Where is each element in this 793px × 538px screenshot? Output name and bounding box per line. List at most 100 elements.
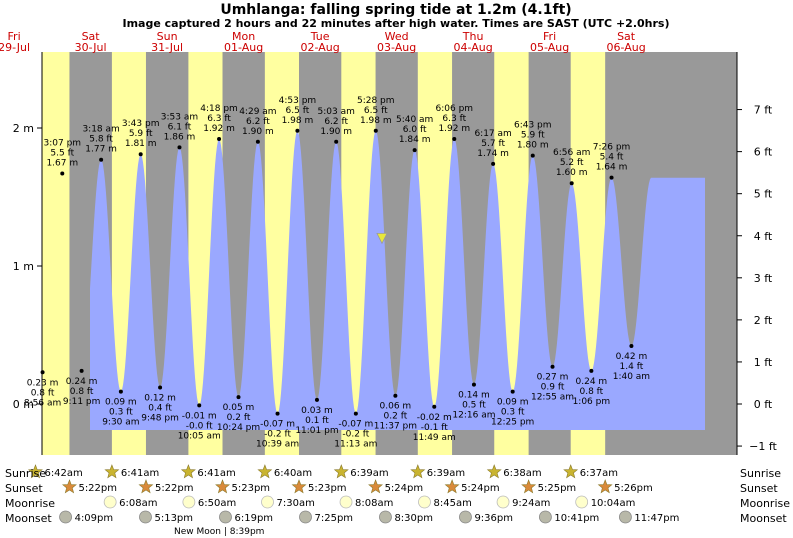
tide-time: 11:01 pm	[295, 426, 338, 436]
sunset-icon	[138, 479, 154, 494]
moonrise-time: 10:04am	[591, 498, 636, 509]
sunset-time: 5:22pm	[78, 483, 117, 494]
tide-height-m: 0.06 m	[380, 402, 412, 412]
tide-point	[197, 403, 202, 408]
tide-point	[79, 368, 84, 373]
day-name: Fri	[543, 30, 556, 43]
chart-title: Umhlanga: falling spring tide at 1.2m (4…	[220, 2, 571, 18]
new-moon-note: New Moon | 8:39pm	[174, 527, 264, 537]
y-tick-label-right: 6 ft	[754, 146, 773, 159]
moonrise-icon	[496, 495, 510, 509]
tide-height-ft: 6.3 ft	[207, 114, 231, 124]
tide-point	[373, 128, 378, 133]
moonrise-icon	[418, 495, 431, 509]
tide-height-m: 1.64 m	[596, 163, 628, 173]
tide-height-ft: 6.3 ft	[442, 114, 466, 124]
sunrise-label-left: Sunrise	[5, 467, 46, 480]
tide-height-ft: 0.1 ft	[305, 416, 329, 426]
tide-height-ft: 0.3 ft	[501, 408, 525, 418]
tide-height-m: 1.67 m	[46, 159, 78, 169]
tide-point	[569, 181, 574, 186]
tide-time: 6:17 am	[474, 129, 511, 139]
moonrise-time: 6:50am	[198, 498, 236, 509]
y-tick-label-left: 0 m	[13, 398, 34, 411]
tide-height-m: 0.12 m	[144, 393, 176, 403]
tide-point	[40, 370, 45, 375]
day-date: 01-Aug	[224, 41, 263, 54]
tide-height-m: 0.14 m	[458, 391, 490, 401]
tide-point	[275, 411, 280, 416]
tide-height-m: 1.77 m	[85, 145, 117, 155]
sunrise-icon	[333, 464, 349, 479]
tide-time: 1:06 pm	[573, 397, 611, 407]
tide-height-m: 0.09 m	[105, 398, 137, 408]
tide-height-ft: 5.9 ft	[521, 131, 545, 141]
moonset-icon	[139, 510, 152, 524]
tide-height-ft: 0.2 ft	[384, 412, 408, 422]
day-date: 31-Jul	[151, 41, 183, 54]
tide-height-m: 1.90 m	[320, 127, 352, 137]
axes: 0 m 1 m 2 m −1 ft 0 ft 1 ft 2 ft 3 ft 4 ft 5 ft 6 …	[13, 52, 778, 455]
sunrise-icon	[563, 464, 579, 479]
sunrise-time: 6:41am	[121, 468, 159, 479]
tide-height-m: 0.23 m	[27, 378, 59, 388]
sunset-time: 5:24pm	[461, 483, 500, 494]
tide-height-ft: 6.2 ft	[246, 117, 270, 127]
moonset-icon	[59, 510, 72, 524]
tide-height-m: 1.81 m	[125, 139, 157, 149]
y-tick-label-left: 2 m	[13, 122, 34, 135]
sunset-time: 5:25pm	[538, 483, 577, 494]
tide-height-m: 0.09 m	[497, 398, 529, 408]
tide-height-ft: 6.2 ft	[324, 117, 348, 127]
tide-height-m: 1.80 m	[517, 141, 549, 151]
moonset-time: 6:19pm	[234, 513, 273, 524]
tide-height-ft: 5.4 ft	[600, 153, 624, 163]
tide-time: 10:39 am	[256, 440, 299, 450]
y-tick-label-right: 2 ft	[754, 314, 773, 327]
tide-time: 11:13 am	[334, 440, 377, 450]
tide-point	[530, 153, 535, 158]
y-tick-label-right: 4 ft	[754, 230, 773, 243]
tide-height-ft: -0.2 ft	[264, 430, 291, 440]
tide-height-ft: 6.0 ft	[403, 125, 427, 135]
moonrise-time: 7:30am	[277, 498, 315, 509]
tide-height-m: 0.24 m	[66, 377, 98, 387]
moonrise-icon	[261, 495, 274, 509]
tide-height-ft: 0.3 ft	[109, 408, 133, 418]
tide-time: 5:28 pm	[357, 96, 395, 106]
tide-time: 3:43 pm	[122, 119, 160, 129]
tide-time: 9:30 am	[102, 418, 139, 428]
tide-point	[471, 382, 476, 387]
tide-time: 11:49 am	[413, 433, 456, 443]
tide-height-ft: 0.8 ft	[70, 387, 94, 397]
tide-height-ft: 0.4 ft	[148, 403, 172, 413]
tide-height-m: 1.84 m	[399, 135, 431, 145]
tide-point	[550, 364, 555, 369]
tide-time: 5:03 am	[318, 107, 355, 117]
moonrise-time: 8:45am	[433, 498, 471, 509]
tide-height-m: 1.98 m	[360, 116, 392, 126]
sunrise-time: 6:40am	[274, 468, 312, 479]
tide-height-ft: -0.0 ft	[186, 421, 213, 431]
moonset-time: 4:09pm	[75, 513, 114, 524]
tide-height-m: 1.90 m	[242, 127, 274, 137]
tide-point	[177, 145, 182, 150]
tide-height-ft: 6.1 ft	[168, 122, 192, 132]
moonset-icon	[619, 510, 632, 524]
tide-point	[255, 139, 260, 144]
tide-height-ft: 0.9 ft	[541, 383, 565, 393]
day-date: 29-Jul	[0, 41, 30, 54]
moonset-time: 10:41pm	[554, 513, 599, 524]
tide-time: 6:43 pm	[514, 121, 552, 131]
tide-point	[236, 395, 241, 400]
moonset-time: 8:30pm	[394, 513, 433, 524]
tide-height-m: -0.01 m	[182, 411, 217, 421]
moonset-icon	[539, 510, 552, 524]
moonset-time: 7:25pm	[314, 513, 353, 524]
tide-height-ft: 5.9 ft	[129, 129, 153, 139]
tide-curve	[90, 130, 705, 431]
moonrise-icon	[182, 495, 196, 509]
sunset-time: 5:24pm	[385, 483, 424, 494]
tide-height-ft: 0.8 ft	[31, 388, 55, 398]
moonset-label-right: Moonset	[740, 512, 787, 525]
